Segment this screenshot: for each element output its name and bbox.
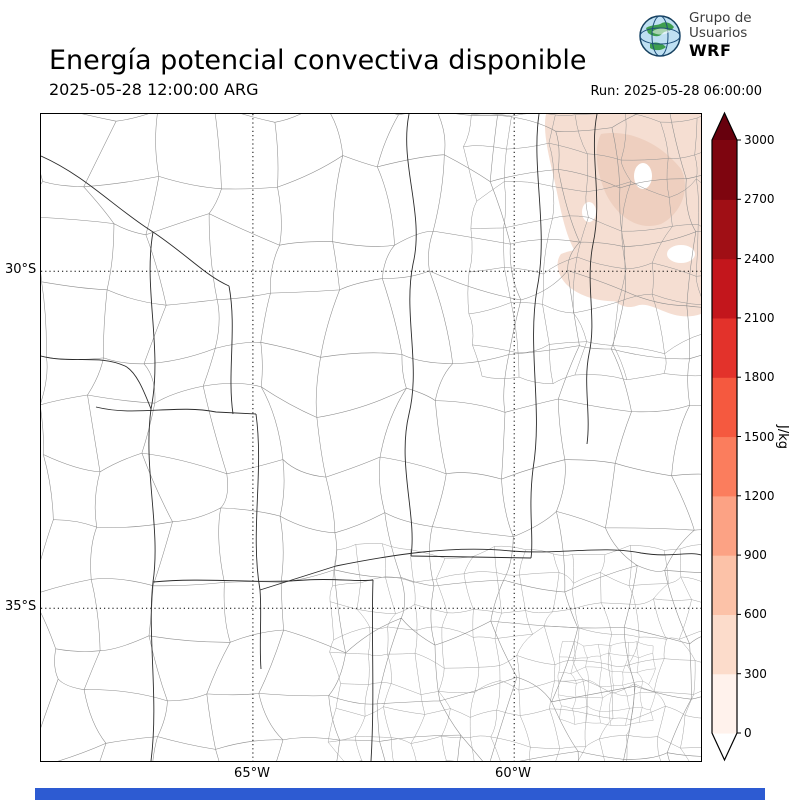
colorbar-tick-label: 1800 (744, 370, 775, 384)
run-time-label: Run: 2025-05-28 06:00:00 (590, 84, 762, 99)
colorbar-unit-label: J/kg (775, 425, 790, 449)
map-canvas (40, 113, 702, 762)
colorbar-tick-labels: 0 300 600 900 1200 1500 1800 2100 2400 2700 3000 (744, 113, 788, 760)
colorbar-tick-label: 3000 (744, 133, 775, 147)
colorbar-svg (711, 111, 741, 762)
colorbar-tick-label: 1200 (744, 489, 775, 503)
colorbar-tick-label: 2700 (744, 192, 775, 206)
valid-time-label: 2025-05-28 12:00:00 ARG (49, 80, 259, 99)
logo-wrf-text: WRF (689, 41, 732, 61)
map-svg (41, 114, 701, 761)
footer-bar (35, 788, 765, 800)
colorbar-tick-label: 900 (744, 548, 767, 562)
wrf-users-group-logo: Grupo de Usuarios WRF (638, 10, 752, 61)
colorbar-tick-label: 0 (744, 726, 752, 740)
page-title: Energía potencial convectiva disponible (49, 45, 587, 77)
logo-org-line1: Grupo de (689, 10, 752, 26)
colorbar-tick-label: 300 (744, 667, 767, 681)
colorbar-tick-label: 2400 (744, 252, 775, 266)
lon-tick-label: 65°W (234, 766, 270, 781)
lat-tick-label: 30°S (5, 262, 37, 277)
colorbar-tick-label: 2100 (744, 311, 775, 325)
globe-icon (639, 14, 681, 57)
colorbar-tick-label: 1500 (744, 430, 775, 444)
colorbar (711, 111, 741, 762)
logo-org-line2: Usuarios (689, 25, 748, 42)
logo-text: Grupo de Usuarios WRF (689, 10, 752, 61)
lon-tick-label: 60°W (495, 766, 531, 781)
lat-tick-label: 35°S (5, 599, 37, 614)
colorbar-tick-label: 600 (744, 607, 767, 621)
